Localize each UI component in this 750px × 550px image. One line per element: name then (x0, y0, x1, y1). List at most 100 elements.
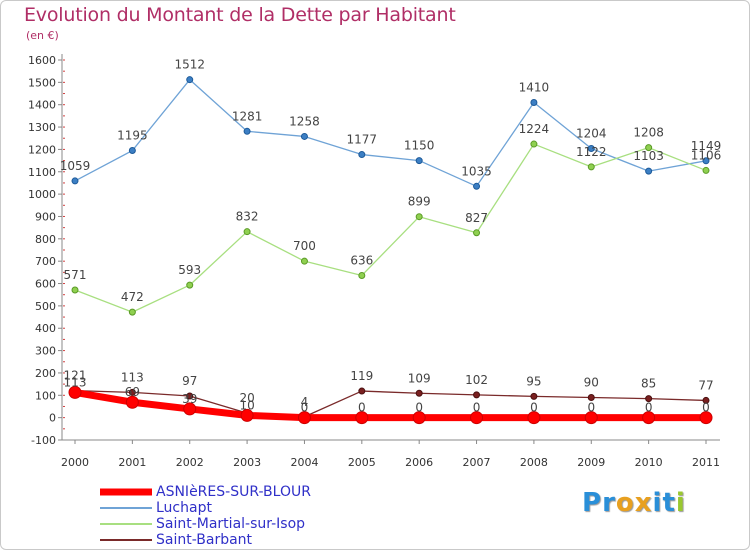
legend-swatch-saint-barbant (100, 539, 152, 541)
y-tick-label: 700 (35, 255, 56, 268)
data-label-luchapt: 1103 (633, 149, 664, 163)
legend-label-luchapt: Luchapt (156, 500, 212, 516)
data-point-saint-martial (587, 163, 595, 171)
data-label-saint-martial: 571 (64, 268, 87, 282)
data-label-luchapt: 1035 (461, 164, 492, 178)
x-tick-label: 2002 (176, 456, 204, 469)
legend-swatch-saint-martial (100, 523, 152, 525)
data-label-luchapt: 1410 (519, 80, 550, 94)
data-point-saint-barbant (128, 388, 136, 396)
data-point-luchapt (645, 167, 653, 175)
data-label-luchapt: 1258 (289, 114, 320, 128)
data-point-luchapt (128, 147, 136, 155)
legend-item-luchapt: Luchapt (100, 500, 311, 516)
data-point-saint-barbant (186, 392, 194, 400)
data-point-saint-martial (702, 166, 710, 174)
data-label-asnieres: 0 (587, 401, 595, 415)
data-point-saint-barbant (415, 389, 423, 397)
data-label-saint-martial: 899 (408, 195, 431, 209)
data-label-saint-barbant: 85 (641, 377, 656, 391)
logo-letter: i (675, 488, 686, 518)
data-label-saint-martial: 1224 (519, 122, 550, 136)
data-point-saint-martial (128, 308, 136, 316)
data-label-saint-martial: 593 (178, 263, 201, 277)
legend-item-saint-barbant: Saint-Barbant (100, 532, 311, 548)
data-label-saint-barbant: 95 (526, 374, 541, 388)
data-point-luchapt (358, 151, 366, 159)
data-point-asnieres (642, 411, 656, 425)
y-tick-label: 200 (35, 367, 56, 380)
data-point-saint-martial (243, 228, 251, 236)
data-point-asnieres (355, 411, 369, 425)
y-tick-label: 1200 (28, 143, 56, 156)
y-tick-label: 1100 (28, 166, 56, 179)
data-label-saint-barbant: 121 (64, 369, 87, 383)
legend-item-saint-martial: Saint-Martial-sur-Isop (100, 516, 311, 532)
x-tick-label: 2001 (118, 456, 146, 469)
data-label-luchapt: 1150 (404, 139, 435, 153)
data-point-luchapt (530, 98, 538, 106)
series-line-saint-martial (74, 143, 707, 313)
data-label-saint-barbant: 4 (301, 395, 309, 409)
data-point-asnieres (297, 411, 311, 425)
logo-letter: o (615, 488, 635, 518)
data-label-saint-martial: 472 (121, 290, 144, 304)
data-label-saint-martial: 832 (236, 210, 259, 224)
data-point-asnieres (68, 385, 82, 399)
data-point-asnieres (412, 411, 426, 425)
data-point-saint-barbant (587, 394, 595, 402)
data-label-luchapt: 1059 (60, 159, 91, 173)
logo-letter: r (602, 488, 616, 518)
data-point-luchapt (415, 157, 423, 165)
legend-label-saint-barbant: Saint-Barbant (156, 532, 253, 548)
y-tick-label: 1600 (28, 54, 56, 67)
data-point-asnieres (125, 395, 139, 409)
x-tick-label: 2005 (348, 456, 376, 469)
data-label-luchapt: 1195 (117, 129, 148, 143)
x-tick-label: 2010 (635, 456, 663, 469)
logo-letter: i (652, 488, 663, 518)
legend-label-asnieres: ASNIèRES-SUR-BLOUR (156, 484, 311, 500)
data-label-saint-barbant: 77 (698, 378, 713, 392)
y-tick-label: 300 (35, 345, 56, 358)
y-tick-label: 400 (35, 322, 56, 335)
data-label-saint-martial: 827 (465, 211, 488, 225)
legend-swatch-luchapt (100, 507, 152, 509)
series-line-luchapt (74, 79, 707, 187)
x-tick-label: 2007 (463, 456, 491, 469)
data-label-asnieres: 10 (239, 398, 254, 412)
y-tick-label: 600 (35, 278, 56, 291)
data-point-saint-martial (300, 257, 308, 265)
y-tick-label: -100 (31, 434, 56, 447)
data-label-saint-barbant: 20 (239, 391, 254, 405)
y-tick-label: 1500 (28, 76, 56, 89)
data-label-asnieres: 0 (473, 401, 481, 415)
legend-swatch-asnieres (100, 488, 152, 496)
data-point-asnieres (240, 408, 254, 422)
data-point-luchapt (702, 157, 710, 165)
data-point-saint-martial (186, 281, 194, 289)
x-tick-label: 2000 (61, 456, 89, 469)
data-point-luchapt (587, 145, 595, 153)
data-label-saint-martial: 1122 (576, 145, 607, 159)
y-tick-label: 500 (35, 300, 56, 313)
data-label-saint-barbant: 119 (350, 369, 373, 383)
data-point-saint-barbant (702, 396, 710, 404)
data-point-asnieres (699, 411, 713, 425)
data-point-luchapt (300, 132, 308, 140)
data-label-luchapt: 1149 (691, 139, 722, 153)
data-label-luchapt: 1281 (232, 109, 263, 123)
data-point-luchapt (473, 182, 481, 190)
y-tick-label: 1400 (28, 99, 56, 112)
y-tick-label: 800 (35, 233, 56, 246)
data-label-luchapt: 1204 (576, 127, 607, 141)
y-tick-label: 1000 (28, 188, 56, 201)
data-point-saint-barbant (645, 395, 653, 403)
y-tick-label: 1300 (28, 121, 56, 134)
data-label-asnieres: 0 (530, 401, 538, 415)
data-point-saint-martial (530, 140, 538, 148)
data-point-saint-barbant (530, 392, 538, 400)
data-label-saint-martial: 1106 (691, 148, 722, 162)
data-point-asnieres (183, 402, 197, 416)
